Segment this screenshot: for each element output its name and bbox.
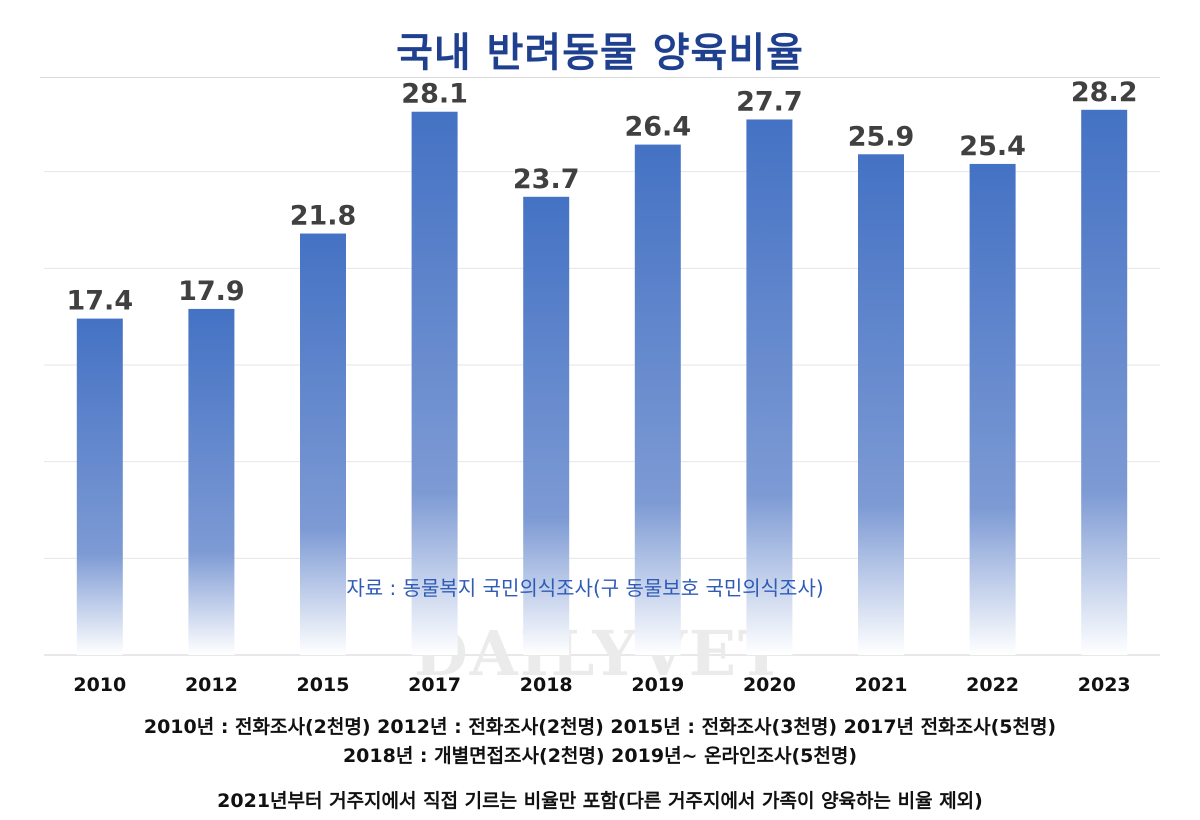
value-labels: 17.4 17.9 21.8 28.1 23.7 26.4 27.7 25.9 25.4 28.2 xyxy=(66,77,1137,317)
x-tick-2022: 2022 xyxy=(966,674,1019,696)
x-tick-2023: 2023 xyxy=(1078,674,1131,696)
title-divider xyxy=(40,77,1160,78)
x-tick-2021: 2021 xyxy=(855,674,908,696)
source-note: 자료 : 동물복지 국민의식조사(구 동물보호 국민의식조사) xyxy=(346,576,823,600)
value-label-2018: 23.7 xyxy=(513,164,580,195)
value-label-2022: 25.4 xyxy=(959,131,1026,162)
value-label-2010: 17.4 xyxy=(66,286,133,317)
bar-2023 xyxy=(1081,109,1128,656)
value-label-2023: 28.2 xyxy=(1071,77,1138,108)
bar-2022 xyxy=(969,163,1016,655)
bar-2017 xyxy=(411,111,458,655)
value-label-2017: 28.1 xyxy=(401,79,468,110)
chart-title: 국내 반려동물 양육비율 xyxy=(396,30,804,76)
survey-method-note-1: 2010년 : 전화조사(2천명) 2012년 : 전화조사(2천명) 2015… xyxy=(143,716,1057,738)
bar-2012 xyxy=(188,308,235,655)
bar-2018 xyxy=(523,196,570,656)
value-label-2019: 26.4 xyxy=(624,112,691,143)
bar-chart: DAILYVET 17.4 17.9 21.8 28.1 23.7 26.4 27.7 25.… xyxy=(44,77,1160,696)
value-label-2012: 17.9 xyxy=(178,276,245,307)
value-label-2021: 25.9 xyxy=(848,121,915,152)
bar-2020 xyxy=(746,119,793,655)
x-axis-ticks: 2010 2012 2015 2017 2018 2019 2020 2021 2022 2023 xyxy=(73,674,1130,696)
x-tick-2018: 2018 xyxy=(520,674,573,696)
x-tick-2019: 2019 xyxy=(631,674,684,696)
value-label-2015: 21.8 xyxy=(290,201,357,232)
bar-2021 xyxy=(858,154,904,655)
bar-2010 xyxy=(76,318,123,655)
x-tick-2020: 2020 xyxy=(743,674,796,696)
residence-note: 2021년부터 거주지에서 직접 기르는 비율만 포함(다른 거주지에서 가족이… xyxy=(217,790,983,812)
x-tick-2012: 2012 xyxy=(185,674,238,696)
x-tick-2015: 2015 xyxy=(297,674,350,696)
value-label-2020: 27.7 xyxy=(736,86,803,117)
survey-method-note-2: 2018년 : 개별면접조사(2천명) 2019년~ 온라인조사(5천명) xyxy=(342,745,858,767)
bar-2019 xyxy=(634,144,681,655)
x-tick-2017: 2017 xyxy=(408,674,461,696)
x-tick-2010: 2010 xyxy=(73,674,126,696)
watermark-logo: DAILYVET xyxy=(414,617,786,690)
bars xyxy=(76,109,1128,656)
bar-2015 xyxy=(300,233,346,656)
